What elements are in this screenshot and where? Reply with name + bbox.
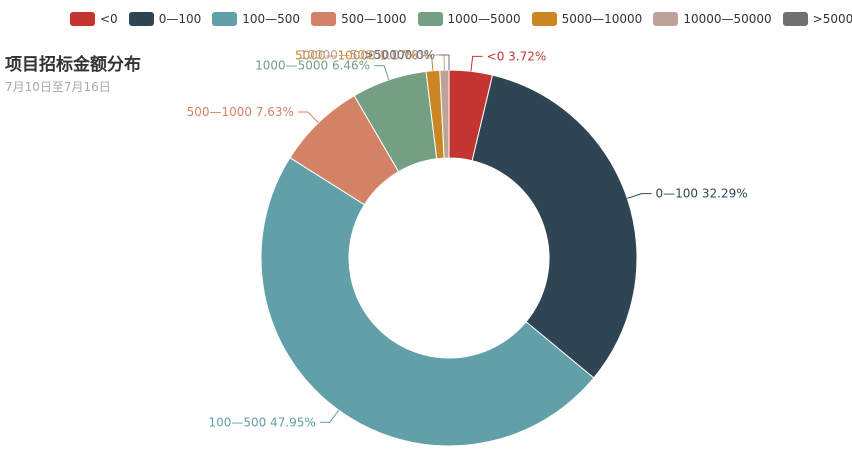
- slice-data-label: <0 3.72%: [487, 49, 547, 63]
- label-leader-line: [297, 111, 319, 124]
- legend-item[interactable]: 500—1000: [311, 12, 407, 26]
- label-leader-line: [374, 65, 390, 81]
- chart-subtitle: 7月10日至7月16日: [5, 80, 111, 94]
- legend-label: 100—500: [242, 12, 301, 26]
- chart-legend: <0 0—100 100—500 500—1000 1000—5000 5000—1000…: [70, 10, 852, 28]
- legend-item[interactable]: 10000—50000: [653, 12, 772, 26]
- legend-swatch: [128, 12, 154, 26]
- legend-item[interactable]: 100—500: [212, 12, 300, 26]
- legend-swatch: [531, 12, 557, 26]
- legend-label: 0—100: [158, 12, 202, 26]
- label-leader-line: [434, 54, 445, 71]
- legend-swatch: [653, 12, 679, 26]
- legend-label: 5000—10000: [561, 12, 643, 26]
- legend-swatch: [311, 12, 337, 26]
- legend-swatch: [70, 12, 95, 26]
- legend-item[interactable]: <0: [70, 12, 118, 26]
- label-leader-line: [470, 55, 483, 72]
- legend-label: 1000—5000: [447, 12, 521, 26]
- legend-item[interactable]: 1000—5000: [417, 12, 521, 26]
- label-leader-line: [319, 409, 340, 423]
- slice-data-label: 500—1000 7.63%: [187, 105, 294, 119]
- label-leader-line: [627, 193, 652, 199]
- slice-data-label: 0—100 32.29%: [656, 187, 748, 201]
- donut-slice[interactable]: [260, 156, 595, 447]
- slice-data-label: 1000—5000 6.46%: [255, 59, 370, 73]
- label-leader-line: [421, 55, 434, 71]
- donut-slice[interactable]: [471, 74, 638, 379]
- label-leader-line: [439, 54, 450, 70]
- legend-item[interactable]: 0—100: [128, 12, 202, 26]
- slice-data-label: 100—500 47.95%: [208, 415, 315, 429]
- donut-slice[interactable]: [439, 69, 450, 159]
- legend-swatch: [417, 12, 443, 26]
- legend-item[interactable]: >50000: [782, 12, 852, 26]
- legend-label: <0: [100, 12, 118, 26]
- chart-title: 项目招标金额分布: [5, 55, 141, 75]
- legend-item[interactable]: 5000—10000: [531, 12, 643, 26]
- legend-swatch: [212, 12, 238, 26]
- legend-label: 500—1000: [341, 12, 407, 26]
- slice-data-label: 5000—10000 1.17%: [295, 49, 418, 63]
- slice-data-label: 10000—50000 0.78%: [300, 48, 430, 62]
- slice-data-label: >50000 0%: [364, 48, 435, 62]
- legend-label: >50000: [812, 12, 852, 26]
- legend-swatch: [782, 12, 808, 26]
- legend-label: 10000—50000: [683, 12, 772, 26]
